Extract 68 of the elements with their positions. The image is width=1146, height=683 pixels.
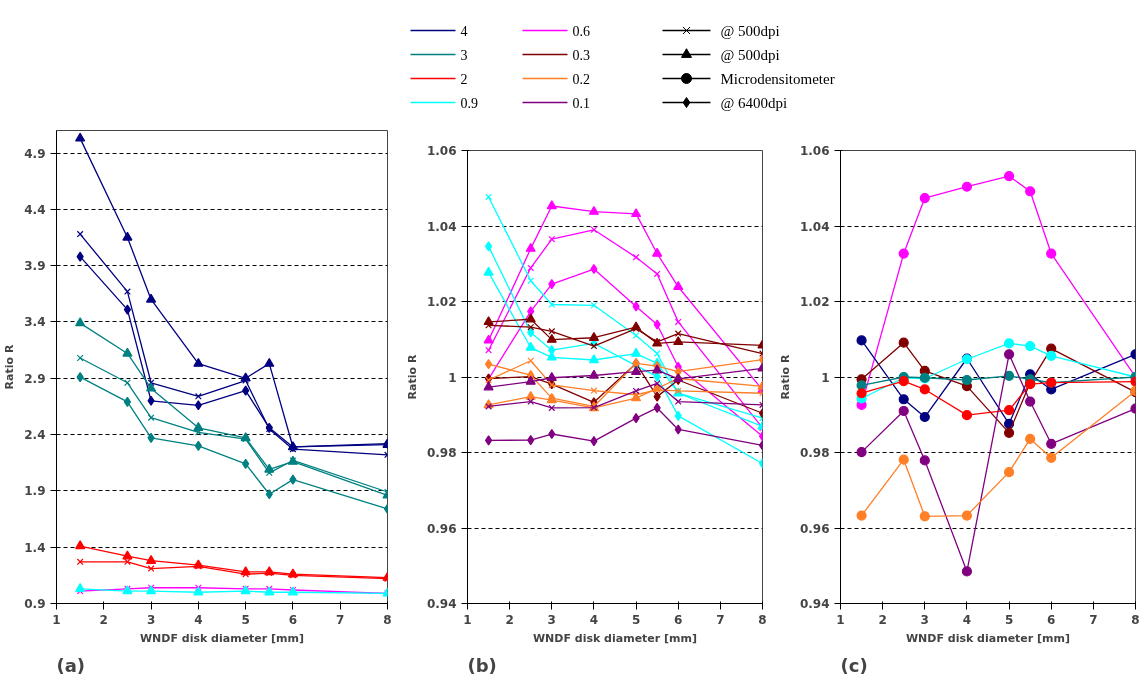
x-axis-title: WNDF disk diameter [mm] — [139, 631, 305, 645]
x-tick-label: 3 — [547, 612, 556, 627]
x-tick-label: 2 — [878, 612, 887, 627]
x-tick-label: 5 — [1004, 612, 1014, 627]
y-tick-label: 1 — [448, 370, 457, 385]
text: (a) — [56, 654, 86, 676]
legend-label: 0.9 — [460, 95, 478, 111]
legend-label: Microdensitometer — [720, 70, 835, 87]
y-tick-label: 4.4 — [24, 202, 46, 217]
x-tick-label: 3 — [920, 612, 929, 627]
y-axis-title: Ratio R — [3, 344, 17, 390]
x-tick-label: 5 — [241, 612, 250, 627]
legend-label: 0.1 — [572, 95, 590, 111]
x-tick-label: 1 — [463, 612, 472, 627]
x-tick-label: 4 — [962, 612, 972, 627]
y-tick-label: 1.06 — [799, 144, 830, 158]
y-tick-label: 0.96 — [426, 521, 457, 536]
legend-label: @ 500dpi — [720, 22, 780, 39]
x-tick-label: 2 — [505, 612, 514, 627]
x-axis-title: WNDF disk diameter [mm] — [905, 631, 1071, 645]
y-tick-label: 1.04 — [426, 219, 457, 234]
y-tick-label: 0.9 — [24, 597, 46, 611]
x-tick-label: 3 — [146, 612, 156, 627]
y-tick-label: 0.94 — [426, 597, 457, 611]
legend-label: 4 — [460, 23, 468, 39]
y-tick-label: 1.02 — [799, 295, 830, 309]
y-tick-label: 4.9 — [24, 146, 46, 161]
x-tick-label: 6 — [674, 612, 683, 627]
x-tick-label: 7 — [336, 612, 345, 627]
y-tick-label: 1 — [821, 370, 830, 385]
y-tick-label: 1.4 — [24, 540, 46, 555]
x-tick-label: 6 — [288, 612, 298, 627]
legend-label: 2 — [460, 71, 468, 87]
x-tick-label: 8 — [383, 612, 392, 627]
x-axis-title: WNDF disk diameter [mm] — [532, 631, 698, 645]
y-tick-label: 0.96 — [799, 521, 830, 536]
legend-label: @ 6400dpi — [720, 94, 788, 111]
x-tick-label: 5 — [631, 612, 641, 627]
legend-label: 0.3 — [572, 47, 590, 63]
x-tick-label: 7 — [716, 612, 725, 627]
x-tick-label: 8 — [1131, 612, 1140, 627]
legend-label: @ 500dpi — [720, 46, 780, 63]
x-tick-label: 4 — [589, 612, 599, 627]
y-tick-label: 1.04 — [799, 219, 830, 234]
x-tick-label: 1 — [836, 612, 845, 627]
y-tick-label: 0.94 — [799, 597, 830, 611]
legend-label: 3 — [460, 47, 468, 63]
y-tick-label: 0.98 — [799, 446, 830, 460]
x-tick-label: 2 — [99, 612, 108, 627]
y-tick-label: 2.4 — [24, 428, 46, 443]
y-tick-label: 1.9 — [24, 484, 46, 499]
x-tick-label: 7 — [1089, 612, 1098, 627]
x-tick-label: 8 — [758, 612, 767, 627]
x-tick-label: 6 — [1047, 612, 1056, 627]
legend-label: 0.6 — [572, 23, 590, 39]
text: (b) — [467, 654, 497, 676]
y-tick-label: 2.9 — [24, 371, 46, 386]
y-axis-title: Ratio R — [778, 354, 792, 400]
y-tick-label: 3.4 — [24, 315, 46, 330]
y-tick-label: 1.02 — [426, 295, 457, 309]
y-tick-label: 3.9 — [24, 259, 46, 274]
x-tick-label: 1 — [52, 612, 61, 627]
y-tick-label: 0.98 — [426, 446, 457, 460]
y-axis-title: Ratio R — [405, 354, 419, 400]
x-tick-label: 4 — [194, 612, 203, 627]
y-tick-label: 1.06 — [426, 144, 457, 158]
legend-label: 0.2 — [572, 71, 590, 87]
text: (c) — [840, 654, 868, 676]
